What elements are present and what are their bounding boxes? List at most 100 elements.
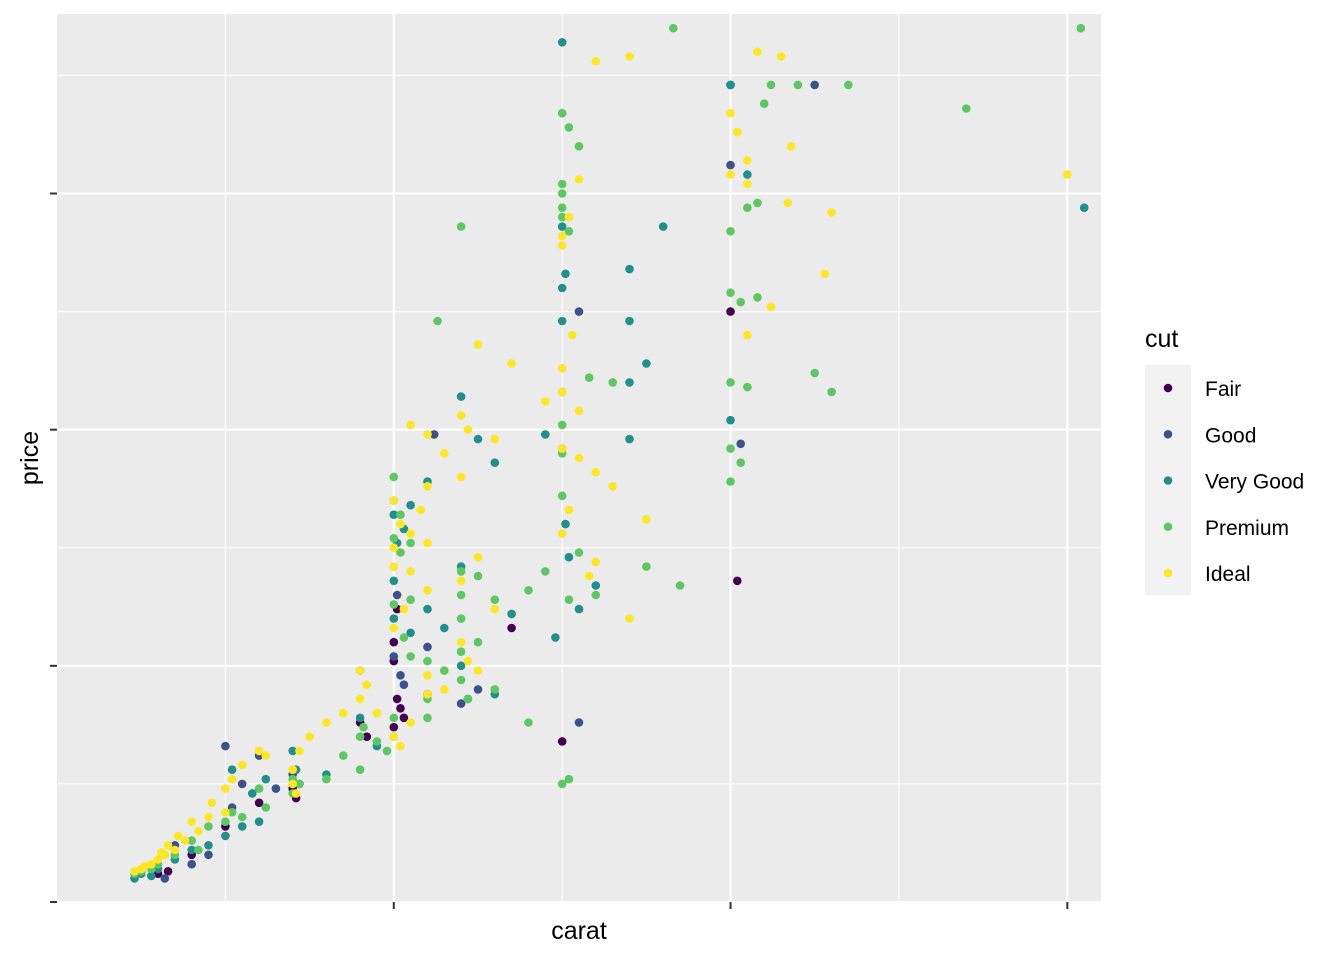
point-ideal [557, 529, 567, 538]
point-premium [322, 774, 331, 784]
point-premium [490, 595, 500, 604]
point-fair [362, 732, 372, 741]
point-premium [564, 595, 574, 604]
point-ideal [423, 482, 432, 491]
point-ideal [473, 666, 483, 675]
point-ideal [305, 732, 314, 741]
point-ideal [733, 127, 742, 137]
point-ideal [490, 604, 500, 614]
point-premium [396, 510, 405, 519]
point-very-good [625, 264, 634, 274]
point-very-good [507, 609, 516, 619]
point-very-good [557, 38, 567, 47]
point-ideal [473, 340, 483, 349]
point-very-good [187, 845, 196, 855]
y-axis-title: price [16, 431, 44, 485]
point-ideal [766, 302, 776, 312]
point-very-good [389, 576, 399, 586]
point-premium [753, 198, 762, 208]
point-very-good [456, 661, 466, 671]
point-good [399, 680, 409, 689]
point-very-good [254, 817, 264, 826]
point-fair [396, 704, 405, 713]
point-very-good [423, 604, 432, 614]
point-ideal [187, 817, 196, 826]
point-very-good [642, 359, 651, 368]
point-ideal [642, 515, 651, 524]
legend-label-very-good: Very Good [1205, 471, 1304, 494]
point-ideal [456, 576, 466, 586]
point-very-good [355, 713, 365, 723]
point-very-good [490, 458, 500, 468]
point-premium [406, 595, 415, 604]
point-ideal [389, 543, 399, 552]
point-premium [490, 685, 500, 694]
point-ideal [557, 231, 567, 241]
point-ideal [406, 529, 415, 538]
point-premium [726, 288, 735, 298]
point-fair [392, 694, 402, 704]
point-premium [844, 80, 853, 90]
point-premium [406, 538, 415, 548]
point-premium [557, 189, 567, 198]
point-ideal [591, 557, 601, 567]
point-fair [399, 713, 409, 723]
point-ideal [743, 156, 752, 165]
point-ideal [820, 269, 830, 279]
point-very-good [389, 510, 399, 519]
point-ideal [584, 571, 594, 581]
point-ideal [396, 519, 405, 529]
point-ideal [423, 689, 432, 699]
point-ideal [591, 56, 601, 66]
point-ideal [783, 198, 793, 208]
point-good [187, 859, 196, 869]
point-very-good [1079, 203, 1089, 212]
point-premium [557, 491, 567, 501]
point-very-good [561, 519, 570, 529]
point-ideal [557, 444, 567, 453]
point-ideal [440, 449, 449, 458]
point-ideal [406, 718, 415, 727]
point-premium [295, 779, 304, 789]
point-premium [564, 123, 574, 132]
legend-key-fair [1163, 383, 1173, 393]
legend-label-premium: Premium [1205, 517, 1289, 540]
point-premium [726, 444, 735, 453]
point-very-good [591, 581, 601, 590]
point-premium [355, 765, 365, 774]
point-ideal [743, 179, 752, 189]
legend-key-good [1163, 429, 1173, 439]
point-premium [396, 548, 405, 557]
point-very-good [743, 170, 752, 179]
point-very-good [237, 822, 247, 831]
point-ideal [827, 208, 836, 217]
point-good [392, 590, 402, 600]
point-very-good [456, 392, 466, 401]
point-premium [423, 656, 432, 666]
point-very-good [221, 831, 230, 841]
point-premium [382, 746, 392, 756]
point-good [221, 741, 230, 751]
point-very-good [406, 500, 415, 510]
point-ideal [237, 760, 247, 770]
point-ideal [389, 623, 399, 633]
point-premium [456, 567, 466, 576]
point-ideal [396, 741, 405, 751]
point-premium [1076, 23, 1086, 33]
point-ideal [389, 562, 399, 571]
point-good [429, 430, 439, 439]
point-premium [726, 227, 735, 236]
point-premium [810, 368, 819, 378]
point-premium [456, 614, 466, 623]
point-very-good [557, 222, 567, 231]
point-good [736, 439, 745, 449]
legend-key-premium [1163, 522, 1173, 532]
point-very-good [726, 415, 735, 425]
legend-label-good: Good [1205, 424, 1256, 447]
point-good [810, 80, 819, 90]
point-premium [359, 722, 368, 732]
point-premium [339, 751, 348, 760]
point-good [389, 652, 399, 661]
point-ideal [157, 848, 166, 857]
point-ideal [564, 212, 574, 222]
